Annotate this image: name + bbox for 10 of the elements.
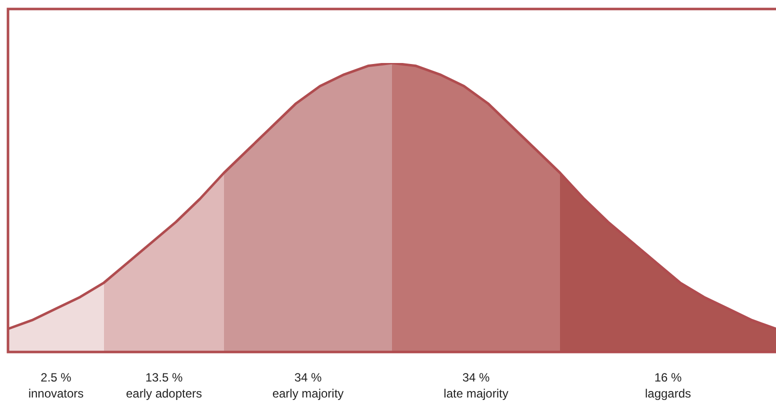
text: 34 %: [294, 370, 322, 384]
text: late majority: [444, 386, 508, 400]
text: laggards: [644, 386, 692, 400]
text: 16 %: [654, 370, 682, 384]
text: early majority: [272, 386, 344, 400]
text: 34 %: [462, 370, 490, 384]
text: 13.5 %: [145, 370, 184, 384]
text: 2.5 %: [40, 370, 72, 384]
text: early adopters: [126, 386, 202, 400]
text: innovators: [28, 386, 84, 400]
